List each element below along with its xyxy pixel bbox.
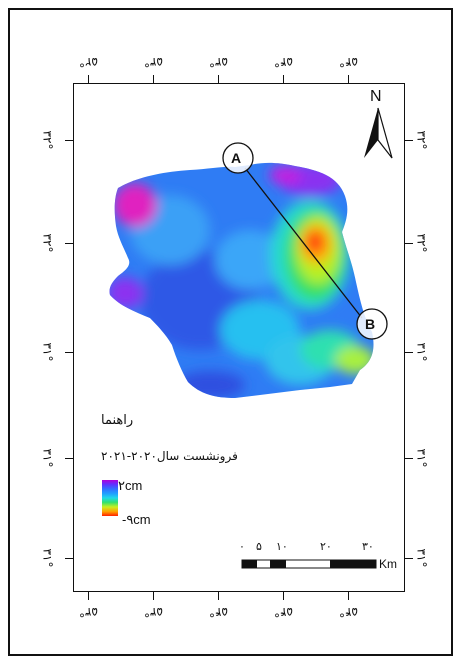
point-a-marker: [222, 142, 254, 174]
point-b-label: B: [365, 316, 376, 332]
left-coord-label: ۳۱°: [40, 342, 55, 362]
legend-min-label: -۹cm: [122, 512, 151, 527]
top-coord-label: ۵۳°: [209, 55, 228, 69]
right-coord-label: ۳۲°: [414, 130, 429, 150]
left-coord-label: ۳۲°: [40, 130, 55, 150]
scale-unit-label: Km: [379, 557, 397, 571]
scale-bar: [241, 559, 377, 569]
top-coord-label: ۵۳°: [144, 55, 163, 69]
scale-tick-label: ۱۰: [276, 540, 288, 553]
legend-max-label: ۲cm: [118, 478, 143, 493]
top-coord-label: ۵۲°: [79, 55, 98, 69]
right-coord-label: ۳۱°: [414, 548, 429, 568]
right-coord-label: ۳۲°: [414, 233, 429, 253]
scale-tick-label: ۰: [239, 540, 245, 553]
bottom-coord-label: ۵۳°: [79, 605, 98, 619]
north-arrow-icon: [364, 107, 393, 159]
left-coord-label: ۳۲°: [40, 233, 55, 253]
map-border: [8, 8, 453, 656]
bottom-coord-label: ۵۴°: [209, 605, 228, 619]
point-b-marker: [356, 308, 388, 340]
right-coord-label: ۳۱°: [414, 448, 429, 468]
bottom-coord-label: ۵۴°: [274, 605, 293, 619]
point-a-label: A: [231, 150, 242, 166]
right-coord-label: ۳۱°: [414, 342, 429, 362]
north-label: N: [370, 88, 382, 105]
bottom-coord-label: ۵۳°: [144, 605, 163, 619]
top-coord-label: ۵۴°: [339, 55, 358, 69]
legend-color-ramp: [102, 480, 118, 516]
scale-tick-label: ۲۰: [320, 540, 332, 553]
bottom-coord-label: ۵۴°: [339, 605, 358, 619]
legend-subtitle: فرونشست سال۲۰۲۰-۲۰۲۱: [101, 449, 238, 463]
left-coord-label: ۳۱°: [40, 448, 55, 468]
scale-tick-label: ۵: [256, 540, 262, 553]
top-coord-label: ۵۴°: [274, 55, 293, 69]
legend-title: راهنما: [101, 413, 134, 428]
scale-tick-label: ۳۰: [362, 540, 374, 553]
left-coord-label: ۳۱°: [40, 548, 55, 568]
